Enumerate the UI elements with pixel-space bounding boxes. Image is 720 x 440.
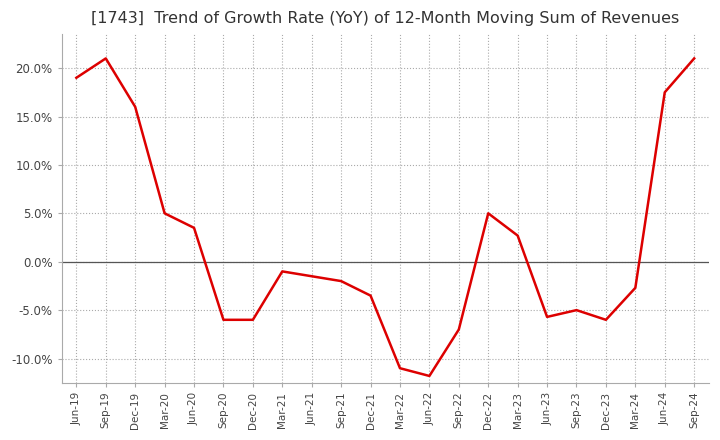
Title: [1743]  Trend of Growth Rate (YoY) of 12-Month Moving Sum of Revenues: [1743] Trend of Growth Rate (YoY) of 12-…	[91, 11, 680, 26]
